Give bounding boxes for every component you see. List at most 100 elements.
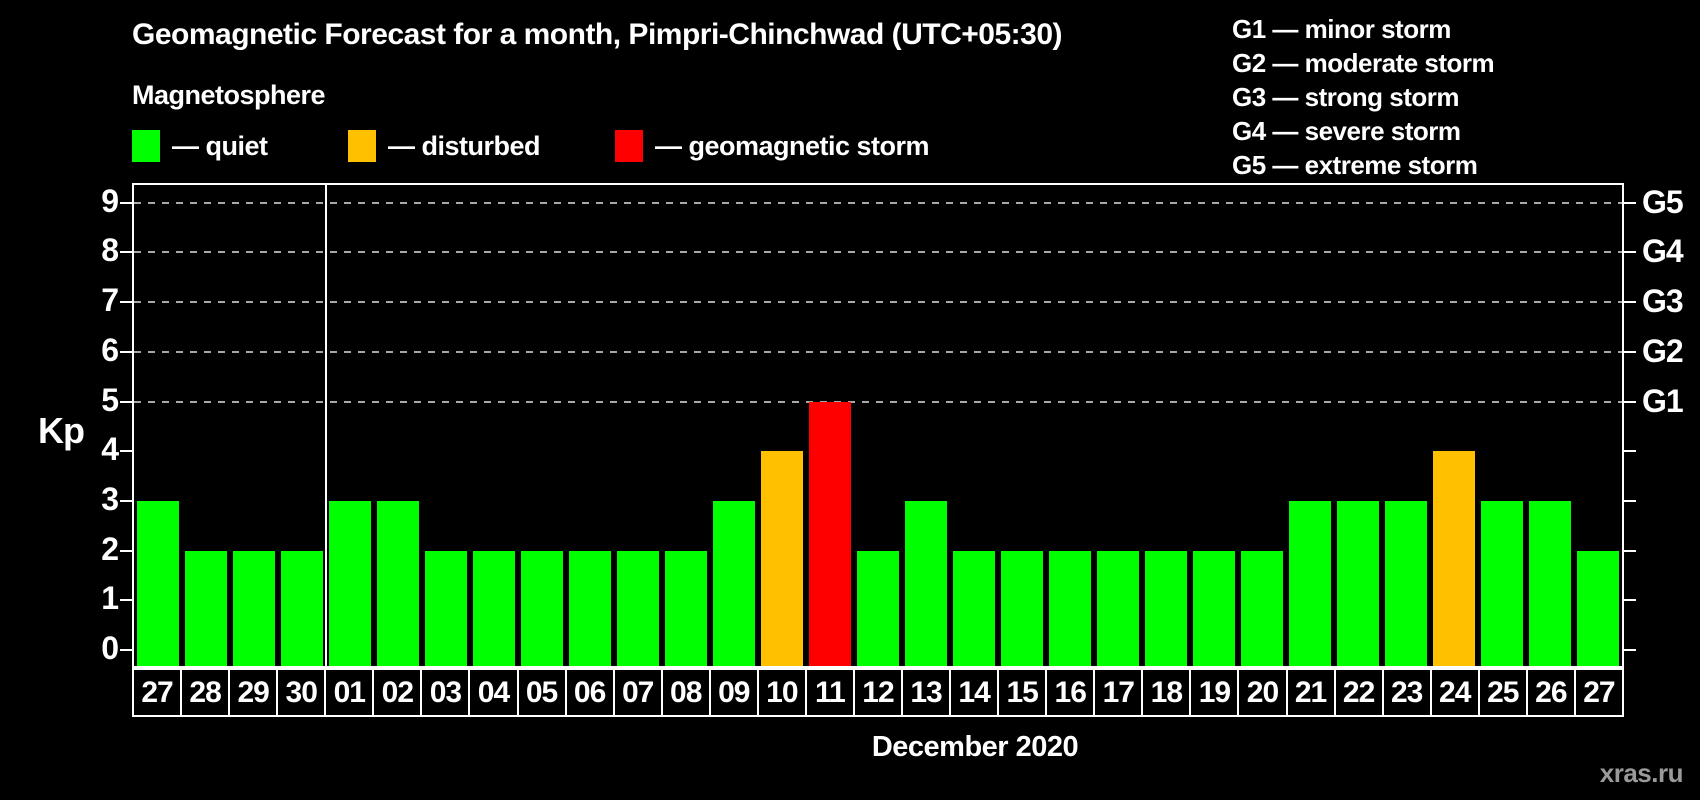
gridline-kp8 bbox=[134, 251, 1622, 254]
kp-bar-26 bbox=[1529, 500, 1571, 666]
date-box-27-24: 24 bbox=[1429, 668, 1480, 717]
kp-bar-07 bbox=[617, 550, 659, 666]
kp-bar-15 bbox=[1001, 550, 1043, 666]
magnetosphere-label: Magnetosphere bbox=[132, 80, 326, 110]
legend-item-disturbed: — disturbed bbox=[348, 126, 541, 166]
date-box-18-15: 15 bbox=[997, 668, 1048, 717]
y-tick-right-0 bbox=[1624, 649, 1636, 651]
y-tick-left-1 bbox=[120, 599, 132, 602]
date-box-28-25: 25 bbox=[1477, 668, 1528, 717]
kp-bar-02 bbox=[377, 500, 419, 666]
gridline-kp9 bbox=[134, 201, 1622, 204]
y-tick-left-4 bbox=[120, 450, 132, 453]
y-tick-label-8: 8 bbox=[101, 232, 119, 269]
watermark: xras.ru bbox=[1599, 758, 1684, 788]
y-tick-label-9: 9 bbox=[101, 182, 119, 219]
date-box-10-07: 07 bbox=[612, 668, 663, 717]
kp-bar-27 bbox=[137, 500, 179, 666]
date-box-16-13: 13 bbox=[901, 668, 952, 717]
quiet-swatch bbox=[132, 130, 160, 162]
month-label: December 2020 bbox=[871, 731, 1079, 763]
date-box-24-21: 21 bbox=[1285, 668, 1336, 717]
date-box-20-17: 17 bbox=[1093, 668, 1144, 717]
date-box-6-03: 03 bbox=[420, 668, 471, 717]
g-axis-label-G2: G2 bbox=[1642, 332, 1684, 369]
kp-bar-08 bbox=[665, 550, 707, 666]
kp-bar-01 bbox=[329, 500, 371, 666]
kp-bar-24 bbox=[1433, 451, 1475, 666]
kp-bar-14 bbox=[953, 550, 995, 666]
kp-bar-20 bbox=[1241, 550, 1283, 666]
kp-bar-05 bbox=[521, 550, 563, 666]
g-scale-item-4: G4 — severe storm bbox=[1232, 116, 1461, 146]
y-tick-left-8 bbox=[120, 251, 132, 254]
y-tick-left-2 bbox=[120, 549, 132, 552]
status-legend: — quiet — disturbed — geomagnetic storm bbox=[0, 126, 1700, 166]
y-tick-right-8 bbox=[1624, 251, 1636, 254]
date-box-13-10: 10 bbox=[756, 668, 807, 717]
kp-bar-23 bbox=[1385, 500, 1427, 666]
date-box-21-18: 18 bbox=[1141, 668, 1192, 717]
g-scale-item-1: G1 — minor storm bbox=[1232, 14, 1451, 44]
date-box-14-11: 11 bbox=[804, 668, 855, 717]
kp-bar-10 bbox=[761, 451, 803, 666]
kp-bar-25 bbox=[1481, 500, 1523, 666]
g-axis-label-G4: G4 bbox=[1642, 233, 1684, 270]
kp-bar-09 bbox=[713, 500, 755, 666]
y-tick-right-2 bbox=[1624, 549, 1636, 552]
y-tick-label-1: 1 bbox=[101, 580, 119, 617]
date-box-19-16: 16 bbox=[1045, 668, 1096, 717]
kp-bar-22 bbox=[1337, 500, 1379, 666]
g-scale-item-5: G5 — extreme storm bbox=[1232, 150, 1478, 180]
y-tick-label-5: 5 bbox=[101, 381, 119, 418]
g-scale-item-3: G3 — strong storm bbox=[1232, 82, 1459, 112]
date-box-17-14: 14 bbox=[949, 668, 1000, 717]
date-box-25-22: 22 bbox=[1333, 668, 1384, 717]
date-box-9-06: 06 bbox=[564, 668, 615, 717]
date-box-29-26: 26 bbox=[1525, 668, 1576, 717]
gridline-kp5 bbox=[134, 400, 1622, 403]
y-tick-right-7 bbox=[1624, 301, 1636, 304]
date-box-11-08: 08 bbox=[660, 668, 711, 717]
kp-bar-12 bbox=[857, 550, 899, 666]
kp-bar-27 bbox=[1577, 550, 1619, 666]
y-tick-left-6 bbox=[120, 350, 132, 353]
date-box-15-12: 12 bbox=[852, 668, 903, 717]
y-tick-left-3 bbox=[120, 499, 132, 502]
y-tick-right-4 bbox=[1624, 450, 1636, 453]
disturbed-label: — disturbed bbox=[388, 130, 541, 161]
disturbed-swatch bbox=[348, 130, 376, 162]
g-scale-legend: G1 — minor storm G2 — moderate storm G3 — … bbox=[1232, 12, 1495, 182]
g-axis-label-G1: G1 bbox=[1642, 382, 1684, 419]
y-tick-right-9 bbox=[1624, 201, 1636, 204]
date-box-22-19: 19 bbox=[1189, 668, 1240, 717]
chart-title: Geomagnetic Forecast for a month, Pimpri… bbox=[132, 18, 1063, 51]
y-tick-left-9 bbox=[120, 201, 132, 204]
date-box-4-01: 01 bbox=[324, 668, 375, 717]
kp-bar-13 bbox=[905, 500, 947, 666]
date-box-5-02: 02 bbox=[372, 668, 423, 717]
y-tick-left-7 bbox=[120, 301, 132, 304]
gridline-kp7 bbox=[134, 301, 1622, 304]
kp-bar-18 bbox=[1145, 550, 1187, 666]
storm-label: — geomagnetic storm bbox=[655, 130, 930, 161]
kp-bar-04 bbox=[473, 550, 515, 666]
kp-bar-28 bbox=[185, 550, 227, 666]
y-tick-right-6 bbox=[1624, 350, 1636, 353]
kp-bar-29 bbox=[233, 550, 275, 666]
storm-swatch bbox=[615, 130, 643, 162]
y-tick-label-4: 4 bbox=[101, 431, 119, 468]
date-box-7-04: 04 bbox=[468, 668, 519, 717]
y-tick-left-0 bbox=[120, 649, 132, 651]
date-box-2-29: 29 bbox=[228, 668, 279, 717]
gridline-kp6 bbox=[134, 350, 1622, 353]
kp-bar-06 bbox=[569, 550, 611, 666]
y-tick-label-3: 3 bbox=[101, 480, 119, 517]
date-box-1-28: 28 bbox=[180, 668, 231, 717]
g-scale-item-2: G2 — moderate storm bbox=[1232, 48, 1495, 78]
plot-area bbox=[132, 183, 1624, 668]
kp-bar-03 bbox=[425, 550, 467, 666]
y-tick-label-6: 6 bbox=[101, 331, 119, 368]
quiet-label: — quiet bbox=[172, 130, 268, 161]
